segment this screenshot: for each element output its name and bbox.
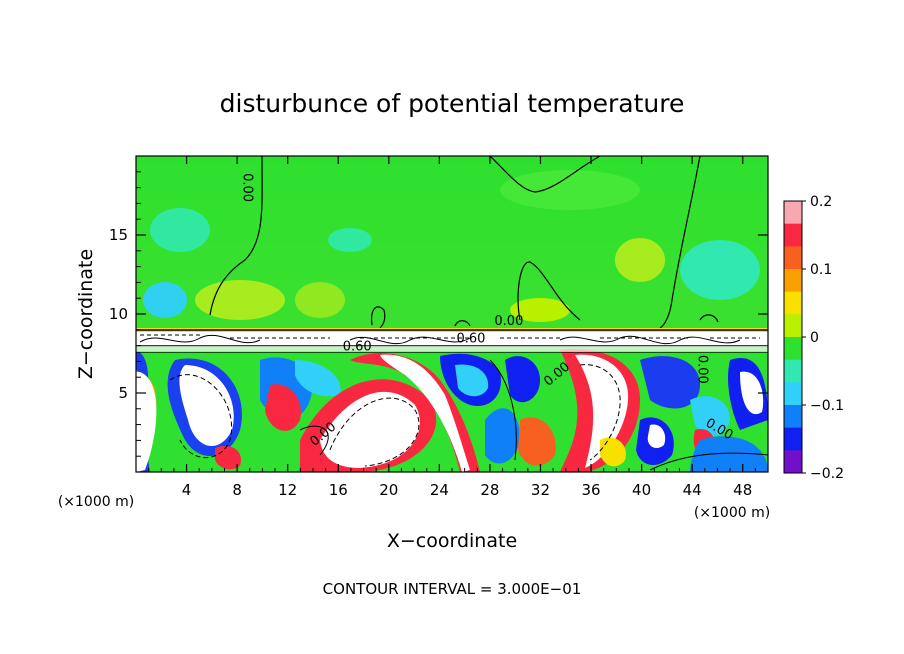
y-tick-label: 10 [109,305,128,323]
colorbar-segment [784,405,802,429]
colorbar-tick-label: −0.2 [810,466,844,482]
colorbar-segment [784,337,802,361]
x-tick-label: 36 [581,481,600,499]
contour-label: 0.60 [456,331,485,346]
colorbar-segment [784,291,802,315]
contour-label: 0.00 [694,355,709,384]
y-axis-ticks: 5 10 15 [109,171,768,457]
x-tick-label: 28 [480,481,499,499]
x-unit-left: (×1000 m) [58,494,134,510]
x-unit-right: (×1000 m) [694,505,770,521]
colorbar-segment [784,382,802,406]
colorbar-tick-label: 0.1 [810,262,832,278]
plot-field [136,156,768,472]
colorbar-segment [784,269,802,293]
colorbar-segment [784,359,802,383]
colorbar-segment [784,223,802,247]
x-tick-label: 20 [379,481,398,499]
x-tick-label: 40 [632,481,651,499]
x-tick-label: 8 [232,481,242,499]
colorbar: 0.2 0.1 0 −0.1 −0.2 [783,194,844,482]
contour-label: 0.60 [343,339,372,354]
colorbar-segment [784,201,802,225]
x-tick-label: 24 [430,481,449,499]
chart-title: disturbunce of potential temperature [220,89,685,118]
x-axis-ticks: 4 8 12 16 20 24 28 32 36 40 44 48 [148,156,756,499]
y-axis-label: Z−coordinate [75,249,97,379]
colorbar-tick-label: 0 [810,330,819,346]
contour-label: 0.00 [239,173,254,202]
x-axis-label: X−coordinate [387,530,517,552]
x-tick-label: 48 [733,481,752,499]
contour-label: 0.00 [494,314,523,329]
x-tick-label: 44 [683,481,702,499]
x-tick-label: 4 [182,481,192,499]
colorbar-tick-label: 0.2 [810,194,832,210]
contour-interval-note: CONTOUR INTERVAL = 3.000E−01 [323,580,582,598]
colorbar-segment [784,450,802,474]
colorbar-segment [784,246,802,270]
x-tick-label: 32 [531,481,550,499]
y-tick-label: 5 [118,384,128,402]
y-tick-label: 15 [109,226,128,244]
colorbar-segment [784,427,802,451]
x-tick-label: 12 [278,481,297,499]
x-tick-label: 16 [329,481,348,499]
colorbar-segment [784,314,802,338]
colorbar-tick-label: −0.1 [810,398,844,414]
